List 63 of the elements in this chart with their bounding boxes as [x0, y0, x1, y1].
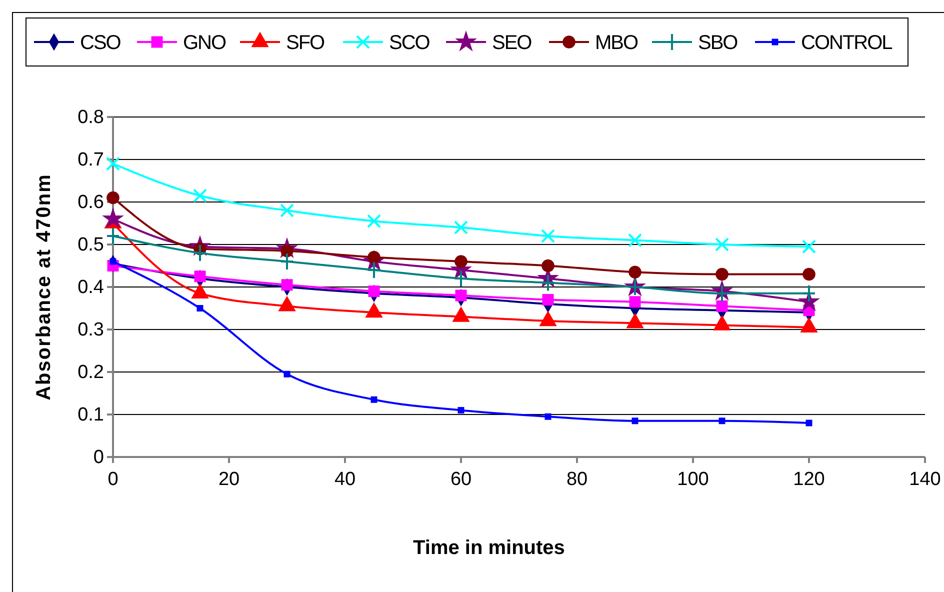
point	[628, 233, 642, 248]
point	[458, 407, 464, 414]
point	[802, 284, 816, 302]
point	[541, 274, 555, 292]
point	[281, 279, 293, 291]
point	[716, 300, 728, 312]
x-tick-label: 100	[677, 469, 709, 490]
point	[454, 220, 468, 234]
point	[367, 214, 381, 228]
legend-label: CSO	[80, 32, 121, 54]
y-tick-label: 0.3	[78, 320, 104, 341]
point	[454, 255, 468, 268]
point	[193, 188, 207, 203]
point	[284, 370, 290, 378]
x-tick-label: 140	[909, 469, 941, 490]
legend-label: GNO	[183, 32, 226, 54]
point	[455, 290, 467, 302]
legend-label: SFO	[286, 32, 325, 54]
point	[802, 268, 816, 281]
x-tick-label: 20	[218, 469, 240, 490]
point	[280, 204, 294, 218]
point	[106, 191, 120, 204]
point	[542, 294, 554, 306]
x-tick-label: 0	[108, 469, 118, 490]
point	[628, 266, 642, 279]
x-tick-label: 120	[793, 469, 825, 490]
y-tick-label: 0.6	[78, 192, 104, 214]
y-tick-label: 0.8	[78, 107, 104, 128]
point	[454, 270, 468, 288]
y-tick-label: 0.7	[78, 150, 104, 171]
point	[718, 418, 726, 424]
legend-label: SEO	[492, 32, 532, 54]
point	[194, 270, 206, 282]
point	[196, 305, 204, 312]
y-tick-label: 0.2	[78, 362, 104, 384]
point	[106, 227, 120, 245]
point	[368, 286, 380, 297]
y-tick-label: 0.1	[78, 404, 104, 426]
x-tick-label: 60	[450, 469, 472, 490]
point	[541, 229, 555, 243]
point	[544, 413, 552, 420]
point	[367, 261, 381, 279]
point	[715, 238, 729, 252]
y-tick-label: 0	[93, 447, 104, 468]
point	[632, 418, 638, 424]
point	[106, 156, 120, 171]
x-tick-label: 40	[334, 469, 356, 490]
point	[802, 240, 816, 254]
y-tick-label: 0.4	[78, 277, 104, 298]
y-tick-label: 0.5	[78, 234, 104, 256]
point	[370, 396, 378, 403]
point	[542, 259, 554, 272]
x-tick-label: 80	[566, 469, 588, 490]
legend-label: SCO	[389, 32, 430, 54]
legend-label: SBO	[698, 32, 738, 54]
legend-label: MBO	[595, 32, 638, 54]
point	[103, 208, 123, 228]
point	[280, 252, 294, 270]
y-axis-title: Absorbance at 470nm	[33, 174, 55, 400]
legend-label: CONTROL	[801, 32, 893, 54]
x-axis-title: Time in minutes	[413, 537, 565, 559]
point	[629, 296, 641, 308]
point	[716, 268, 728, 281]
